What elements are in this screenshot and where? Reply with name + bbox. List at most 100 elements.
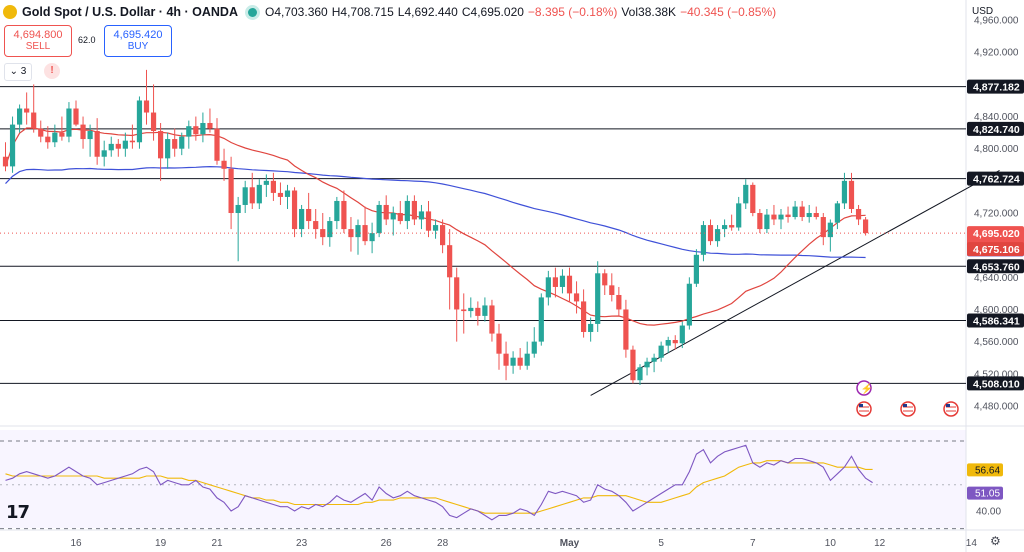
candle-body [256, 184, 262, 204]
settings-gear-icon[interactable]: ⚙ [990, 534, 1001, 548]
candle-body [327, 221, 333, 238]
level-price-tag-bg [967, 171, 1024, 186]
x-tick-label: 12 [874, 538, 886, 549]
candle-body [38, 128, 44, 137]
candle-body [531, 341, 537, 354]
indicators-collapse-button[interactable]: ⌄ 3 [4, 63, 32, 81]
tradingview-logo[interactable]: 17 [6, 502, 30, 523]
high-label: H [331, 5, 341, 19]
candle-body [355, 225, 361, 238]
candle-body [637, 367, 643, 381]
alert-icon[interactable]: ! [44, 63, 60, 79]
candle-body [686, 283, 692, 326]
candle-body [207, 122, 213, 129]
currency-label[interactable]: USD [972, 6, 994, 17]
lightning-glyph: ⚡ [861, 382, 873, 395]
y-tick-label: 4,480.000 [974, 401, 1019, 412]
candle-body [284, 190, 291, 197]
candle-body [432, 225, 439, 231]
candle-body [94, 131, 100, 157]
candle-body [440, 225, 446, 246]
level-price-tag-bg [967, 313, 1024, 328]
open-value: 4,703.360 [274, 5, 328, 19]
candle-body [602, 273, 608, 286]
candle-body [757, 213, 763, 230]
candle-body [122, 140, 128, 149]
indicator-count: 3 [20, 66, 27, 77]
x-tick-label: May [560, 538, 580, 549]
volume-change: −40.345 (−0.85%) [680, 5, 777, 19]
candle-body [517, 357, 523, 366]
candle-body [306, 208, 312, 222]
market-status-icon [247, 7, 257, 17]
candle-body [2, 156, 9, 167]
candle-body [362, 225, 368, 242]
candle-body [200, 122, 206, 135]
symbol-header: Gold Spot / U.S. Dollar · 4h · OANDA O 4,… [0, 0, 776, 24]
level-price-tag: 4,824.740 [973, 124, 1020, 136]
flag-canton [946, 404, 950, 407]
candle-body [679, 325, 685, 344]
candle-body [630, 349, 636, 381]
flag-canton [903, 404, 907, 407]
candle-body [143, 100, 150, 113]
x-tick-label: 28 [437, 538, 449, 549]
candle-body [623, 309, 629, 350]
x-tick-label: 5 [658, 538, 664, 549]
buy-button[interactable]: 4,695.420 BUY [104, 25, 172, 57]
symbol-title[interactable]: Gold Spot / U.S. Dollar · 4h · OANDA [22, 5, 238, 19]
candle-body [799, 206, 805, 218]
candle-body [743, 184, 749, 204]
level-price-tag: 4,508.010 [973, 378, 1020, 390]
candle-body [827, 222, 833, 238]
candle-body [150, 112, 157, 132]
flag-canton [859, 404, 863, 407]
candle-body [496, 333, 502, 354]
candle-body [524, 353, 530, 366]
candle-body [418, 211, 425, 220]
candle-body [397, 213, 403, 222]
level-price-tag: 4,877.182 [973, 82, 1020, 94]
candle-body [45, 136, 51, 143]
rsi-line [5, 444, 873, 521]
sell-button[interactable]: 4,694.800 SELL [4, 25, 72, 57]
candle-body [616, 294, 622, 310]
candle-body [334, 200, 340, 222]
level-price-tag: 4,586.341 [973, 315, 1020, 327]
candle-body [214, 128, 220, 161]
candle-body [764, 214, 770, 230]
lightning-event-icon [856, 380, 872, 396]
buy-price: 4,695.420 [113, 29, 163, 41]
candle-body [588, 323, 594, 332]
candle-body [291, 190, 298, 230]
x-tick-label: 7 [750, 538, 756, 549]
candle-body [722, 225, 728, 230]
candle-body [609, 285, 615, 295]
rsi-ma-line [5, 460, 873, 514]
candle-body [221, 160, 227, 169]
candle-body [750, 184, 756, 214]
candle-body [510, 357, 516, 366]
rsi-ma-tag-bg [967, 463, 1003, 477]
candle-body [108, 143, 114, 151]
candle-body [566, 275, 573, 294]
candle-body [771, 214, 777, 220]
candle-body [468, 307, 474, 312]
candle-body [320, 229, 326, 238]
candle-body [66, 108, 72, 137]
candle-body [87, 131, 93, 140]
candle-body [665, 340, 671, 346]
candle-body [228, 168, 234, 214]
candle-body [672, 340, 678, 344]
rsi-pane-bg [0, 430, 966, 528]
candle-body [595, 273, 601, 324]
high-value: 4,708.715 [340, 5, 394, 19]
candle-body [792, 206, 798, 218]
y-tick-label: 4,560.000 [974, 337, 1019, 348]
x-tick-label: 21 [211, 538, 223, 549]
level-price-tag: 4,653.760 [973, 261, 1020, 273]
candle-body [651, 357, 657, 362]
buy-label: BUY [127, 41, 149, 52]
